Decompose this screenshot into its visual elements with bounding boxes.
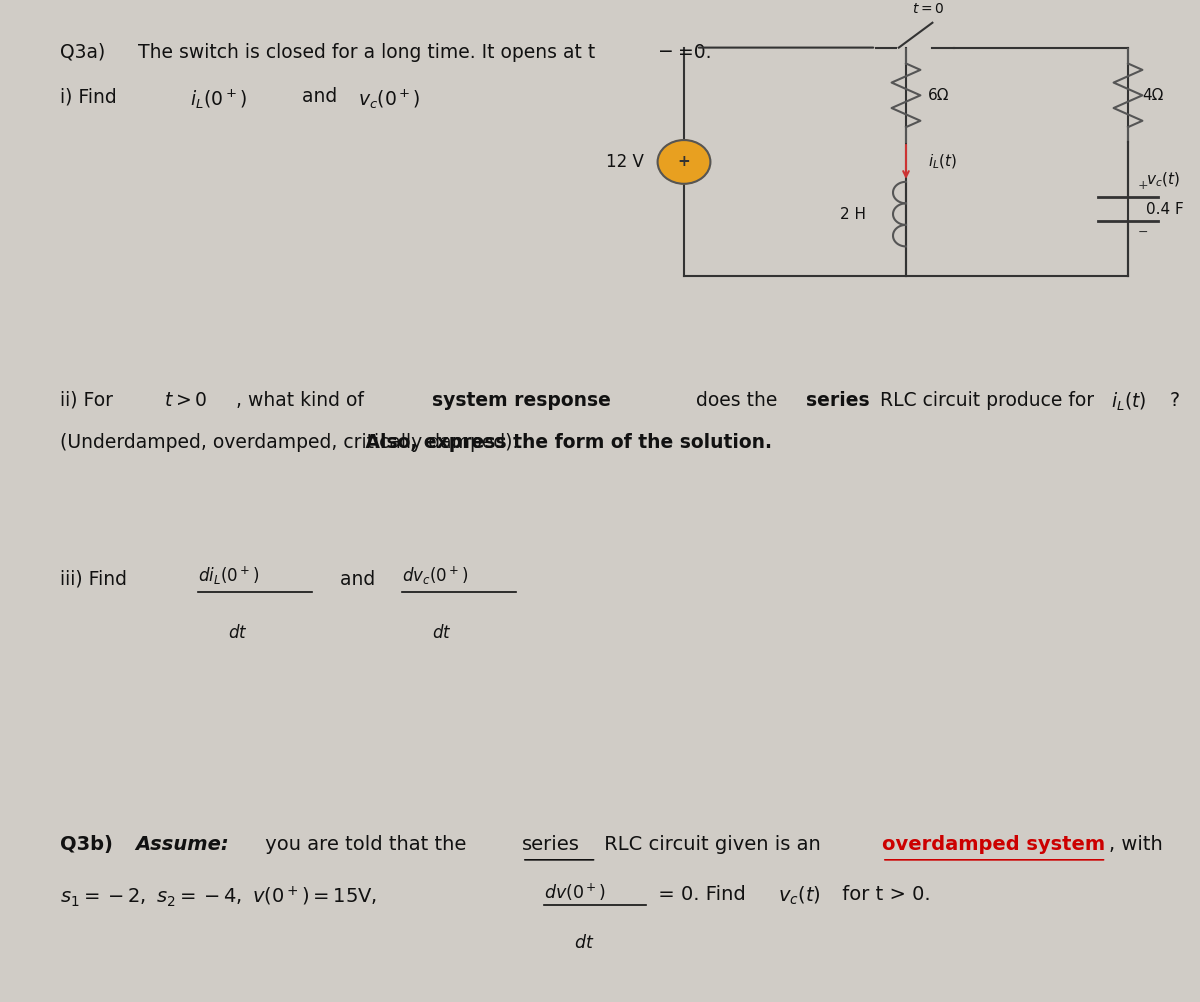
- Text: $v_c(0^+)$: $v_c(0^+)$: [358, 87, 420, 111]
- Text: +: +: [678, 154, 690, 169]
- Circle shape: [658, 140, 710, 183]
- Text: (Underdamped, overdamped, critically damped).: (Underdamped, overdamped, critically dam…: [60, 433, 524, 452]
- Text: Q3a): Q3a): [60, 43, 106, 62]
- Text: , with: , with: [1109, 835, 1163, 854]
- Text: for t > 0.: for t > 0.: [836, 885, 931, 904]
- Text: =0.: =0.: [678, 43, 712, 62]
- Text: −: −: [658, 42, 673, 61]
- Text: = 0. Find: = 0. Find: [652, 885, 751, 904]
- Text: 4Ω: 4Ω: [1142, 88, 1164, 103]
- Text: $s_1 = -2,\ s_2 = -4,\ v(0^+)=15\mathrm{V},$: $s_1 = -2,\ s_2 = -4,\ v(0^+)=15\mathrm{…: [60, 885, 377, 909]
- Text: $i_L(0^+)$: $i_L(0^+)$: [190, 87, 246, 111]
- Text: overdamped system: overdamped system: [882, 835, 1105, 854]
- Text: 12 V: 12 V: [606, 153, 644, 171]
- Text: 2 H: 2 H: [840, 206, 866, 221]
- Text: system response: system response: [432, 391, 611, 410]
- Text: $v_c(t)$: $v_c(t)$: [778, 885, 821, 907]
- Text: and: and: [334, 569, 380, 588]
- Text: ?: ?: [1170, 391, 1180, 410]
- Text: , what kind of: , what kind of: [236, 391, 371, 410]
- Text: series: series: [806, 391, 870, 410]
- Text: $v_c(t)$: $v_c(t)$: [1146, 170, 1180, 188]
- Text: −: −: [1138, 226, 1148, 239]
- Text: +: +: [1138, 179, 1148, 192]
- Text: iii) Find: iii) Find: [60, 569, 133, 588]
- Text: $dt$: $dt$: [574, 935, 594, 952]
- Text: does the: does the: [690, 391, 784, 410]
- Text: and: and: [296, 87, 343, 106]
- Text: Q3b): Q3b): [60, 835, 120, 854]
- Text: $i_L(t)$: $i_L(t)$: [1111, 391, 1146, 413]
- Text: $dv_c(0^+)$: $dv_c(0^+)$: [402, 564, 468, 587]
- Text: i) Find: i) Find: [60, 87, 122, 106]
- Text: Assume:: Assume:: [136, 835, 229, 854]
- Text: $i_L(t)$: $i_L(t)$: [928, 152, 956, 171]
- Text: $dt$: $dt$: [228, 624, 247, 642]
- Text: 0.4 F: 0.4 F: [1146, 201, 1183, 216]
- Text: The switch is closed for a long time. It opens at t: The switch is closed for a long time. It…: [138, 43, 595, 62]
- Text: 6Ω: 6Ω: [928, 88, 949, 103]
- Text: Also, express the form of the solution.: Also, express the form of the solution.: [60, 433, 772, 452]
- Text: ii) For: ii) For: [60, 391, 119, 410]
- Text: $di_L(0^+)$: $di_L(0^+)$: [198, 564, 259, 587]
- Text: RLC circuit produce for: RLC circuit produce for: [874, 391, 1099, 410]
- Text: series: series: [522, 835, 580, 854]
- Text: $t > 0$: $t > 0$: [164, 391, 208, 410]
- Text: $dv(0^+)$: $dv(0^+)$: [544, 882, 606, 903]
- Text: RLC circuit given is an: RLC circuit given is an: [598, 835, 827, 854]
- Text: $dt$: $dt$: [432, 624, 451, 642]
- Text: you are told that the: you are told that the: [259, 835, 473, 854]
- Text: $t=0$: $t=0$: [912, 2, 944, 16]
